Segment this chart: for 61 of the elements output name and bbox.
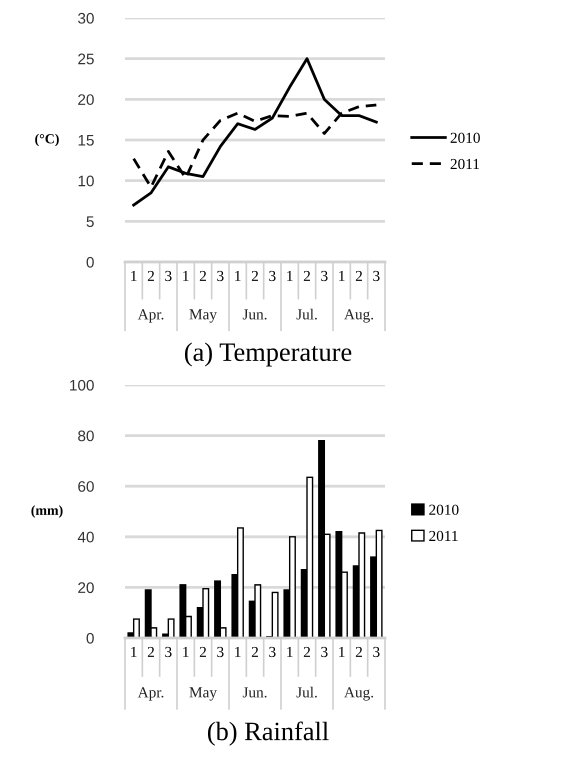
text: Apr.	[138, 687, 164, 701]
y-tick-label: 15	[78, 135, 94, 146]
text: Aug.	[344, 309, 374, 323]
x-tick-label: 2	[148, 646, 154, 657]
x-tick-label: 1	[235, 270, 241, 281]
x-tick-label: 3	[321, 646, 328, 658]
y-tick-label: 10	[78, 176, 94, 186]
legend-label: 2010	[450, 132, 480, 143]
x-tick-label: 1	[131, 270, 137, 281]
x-tick-label: 1	[287, 646, 293, 657]
y-tick-label: 60	[78, 481, 94, 492]
x-tick-label: 3	[269, 270, 276, 282]
x-tick-label: 2	[200, 270, 206, 281]
y-tick-label: 20	[78, 94, 94, 106]
x-tick-label: 3	[217, 646, 224, 658]
x-tick-label: 2	[252, 646, 258, 657]
y-tick-label: 0	[86, 632, 94, 644]
x-tick-label: 3	[373, 646, 380, 658]
x-tick-label: 2	[304, 646, 310, 657]
text: May	[189, 309, 217, 323]
text: Aug.	[344, 687, 374, 701]
x-tick-label: 2	[356, 270, 362, 281]
x-tick-label: 2	[200, 646, 206, 657]
y-tick-label: 25	[78, 54, 94, 64]
x-tick-label: 1	[339, 646, 345, 657]
text: (a) Temperature	[184, 342, 352, 366]
y-tick-label: 0	[86, 256, 94, 268]
text: Jun.	[242, 687, 267, 698]
x-tick-label: 3	[165, 270, 172, 282]
legend-label: 2011	[450, 158, 480, 170]
x-tick-label: 3	[321, 270, 328, 282]
y-axis-title: (°C)	[35, 134, 59, 146]
y-axis-title: (mm)	[31, 505, 63, 518]
x-tick-label: 2	[356, 646, 362, 657]
x-tick-label: 3	[373, 270, 380, 282]
x-tick-label: 3	[217, 270, 224, 282]
x-tick-label: 3	[165, 646, 172, 658]
x-tick-label: 3	[269, 646, 276, 658]
x-tick-label: 1	[235, 646, 241, 657]
y-tick-label: 20	[78, 582, 94, 594]
x-tick-label: 1	[131, 646, 137, 657]
text: May	[189, 687, 217, 701]
y-tick-label: 30	[78, 12, 94, 24]
y-tick-label: 40	[78, 532, 94, 542]
text: (b) Rainfall	[208, 721, 329, 746]
legend-label: 2011	[429, 530, 458, 542]
y-tick-label: 5	[86, 216, 94, 228]
text: Jun.	[242, 309, 267, 320]
y-tick-label: 100	[70, 380, 94, 391]
legend-label: 2010	[429, 504, 459, 515]
x-tick-label: 2	[304, 270, 310, 281]
text: Apr.	[138, 309, 164, 323]
x-tick-label: 1	[183, 646, 189, 657]
text: Jul.	[296, 308, 317, 320]
x-tick-label: 1	[339, 270, 345, 281]
text: Jul.	[296, 686, 317, 698]
y-tick-label: 80	[78, 430, 94, 442]
x-tick-label: 1	[183, 270, 189, 281]
x-tick-label: 2	[148, 270, 154, 281]
x-tick-label: 1	[287, 270, 293, 281]
x-tick-label: 2	[252, 270, 258, 281]
